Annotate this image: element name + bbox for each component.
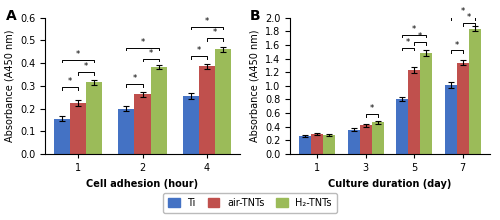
Text: *: * <box>213 28 217 37</box>
Bar <box>86 82 102 154</box>
Text: *: * <box>76 50 80 59</box>
Y-axis label: Absorbance (A450 nm): Absorbance (A450 nm) <box>250 29 260 142</box>
Text: *: * <box>84 62 88 71</box>
Text: A: A <box>6 9 17 23</box>
Bar <box>469 29 481 154</box>
Bar <box>408 70 420 154</box>
Text: B: B <box>250 9 260 23</box>
Bar <box>54 119 70 154</box>
Y-axis label: Absorbance (A450 nm): Absorbance (A450 nm) <box>4 29 15 142</box>
Bar <box>183 96 199 154</box>
Text: *: * <box>370 104 374 113</box>
Text: *: * <box>140 38 144 47</box>
Bar <box>444 85 456 154</box>
Bar <box>360 125 372 154</box>
Bar <box>396 99 408 154</box>
Bar <box>134 94 150 154</box>
Bar <box>324 135 336 154</box>
Bar <box>70 103 86 154</box>
Text: *: * <box>132 74 136 83</box>
X-axis label: Cell adhesion (hour): Cell adhesion (hour) <box>86 179 198 189</box>
Text: *: * <box>197 46 201 55</box>
Bar <box>372 122 384 154</box>
Bar <box>215 50 231 154</box>
Bar <box>299 136 311 154</box>
Text: *: * <box>460 7 465 16</box>
Text: *: * <box>454 40 459 50</box>
Bar <box>118 108 134 154</box>
Bar <box>456 63 469 154</box>
Legend: Ti, air-TNTs, H₂-TNTs: Ti, air-TNTs, H₂-TNTs <box>163 193 337 213</box>
Bar <box>199 66 215 154</box>
Bar <box>420 53 432 154</box>
X-axis label: Culture duration (day): Culture duration (day) <box>328 179 452 189</box>
Bar <box>150 67 166 154</box>
Text: *: * <box>418 32 422 41</box>
Text: *: * <box>148 49 152 58</box>
Text: *: * <box>406 38 410 47</box>
Text: *: * <box>68 77 72 86</box>
Text: *: * <box>412 25 416 34</box>
Text: *: * <box>205 17 209 26</box>
Bar <box>311 134 324 154</box>
Bar <box>348 130 360 154</box>
Text: *: * <box>466 13 471 22</box>
